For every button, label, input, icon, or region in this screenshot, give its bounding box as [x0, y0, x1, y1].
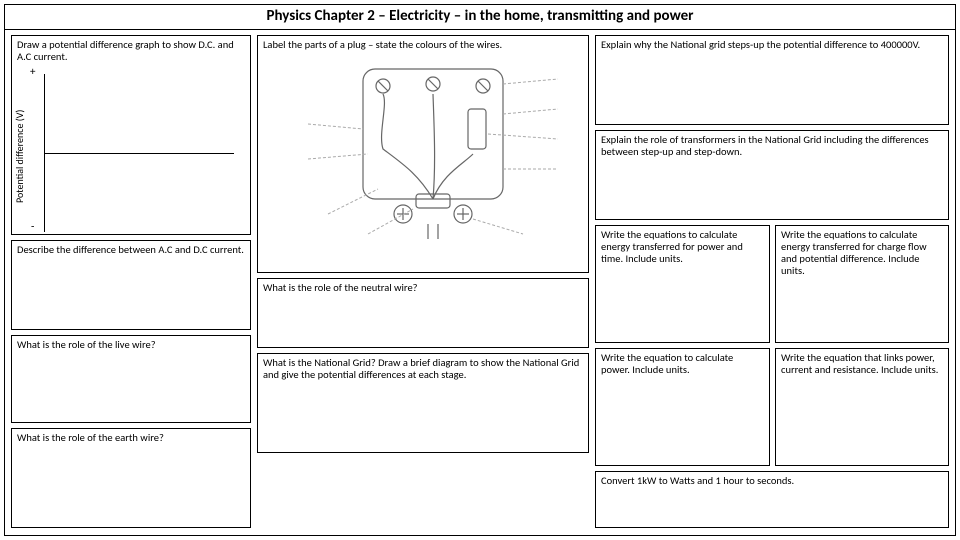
axis-plus: +	[30, 66, 35, 79]
prompt-earth-wire: What is the role of the earth wire?	[17, 431, 164, 444]
prompt-energy-power-time: Write the equations to calculate energy …	[601, 228, 743, 265]
prompt-plug-label: Label the parts of a plug – state the co…	[263, 38, 502, 51]
box-neutral-wire: What is the role of the neutral wire?	[257, 278, 589, 348]
prompt-national-grid: What is the National Grid? Draw a brief …	[263, 356, 579, 381]
box-pd-graph: Draw a potential difference graph to sho…	[11, 35, 251, 235]
box-earth-wire: What is the role of the earth wire?	[11, 428, 251, 528]
prompt-pd-graph: Draw a potential difference graph to sho…	[17, 38, 234, 63]
page-title: Physics Chapter 2 – Electricity – in the…	[5, 5, 955, 30]
prompt-transformers: Explain the role of transformers in the …	[601, 133, 929, 158]
prompt-energy-charge-pd: Write the equations to calculate energy …	[781, 228, 927, 277]
plug-diagram	[308, 54, 558, 239]
graph-axes	[44, 74, 234, 232]
prompt-neutral-wire: What is the role of the neutral wire?	[263, 281, 418, 294]
axis-minus: -	[31, 221, 34, 234]
box-national-grid: What is the National Grid? Draw a brief …	[257, 353, 589, 453]
box-power-current-res: Write the equation that links power, cur…	[775, 348, 949, 466]
box-step-up: Explain why the National grid steps-up t…	[595, 35, 949, 125]
y-axis-label: Potential difference (V)	[14, 86, 26, 226]
prompt-acdc-diff: Describe the difference between A.C and …	[17, 243, 244, 256]
prompt-power-eq: Write the equation to calculate power. I…	[601, 351, 733, 376]
worksheet-frame: Physics Chapter 2 – Electricity – in the…	[4, 4, 956, 536]
box-convert: Convert 1kW to Watts and 1 hour to secon…	[595, 471, 949, 528]
prompt-step-up: Explain why the National grid steps-up t…	[601, 38, 920, 51]
box-energy-charge-pd: Write the equations to calculate energy …	[775, 225, 949, 343]
box-live-wire: What is the role of the live wire?	[11, 335, 251, 423]
box-transformers: Explain the role of transformers in the …	[595, 130, 949, 220]
prompt-convert: Convert 1kW to Watts and 1 hour to secon…	[601, 474, 794, 487]
box-acdc-diff: Describe the difference between A.C and …	[11, 240, 251, 330]
prompt-power-current-res: Write the equation that links power, cur…	[781, 351, 938, 376]
box-energy-power-time: Write the equations to calculate energy …	[595, 225, 770, 343]
box-power-eq: Write the equation to calculate power. I…	[595, 348, 770, 466]
prompt-live-wire: What is the role of the live wire?	[17, 338, 156, 351]
box-plug-label: Label the parts of a plug – state the co…	[257, 35, 589, 273]
